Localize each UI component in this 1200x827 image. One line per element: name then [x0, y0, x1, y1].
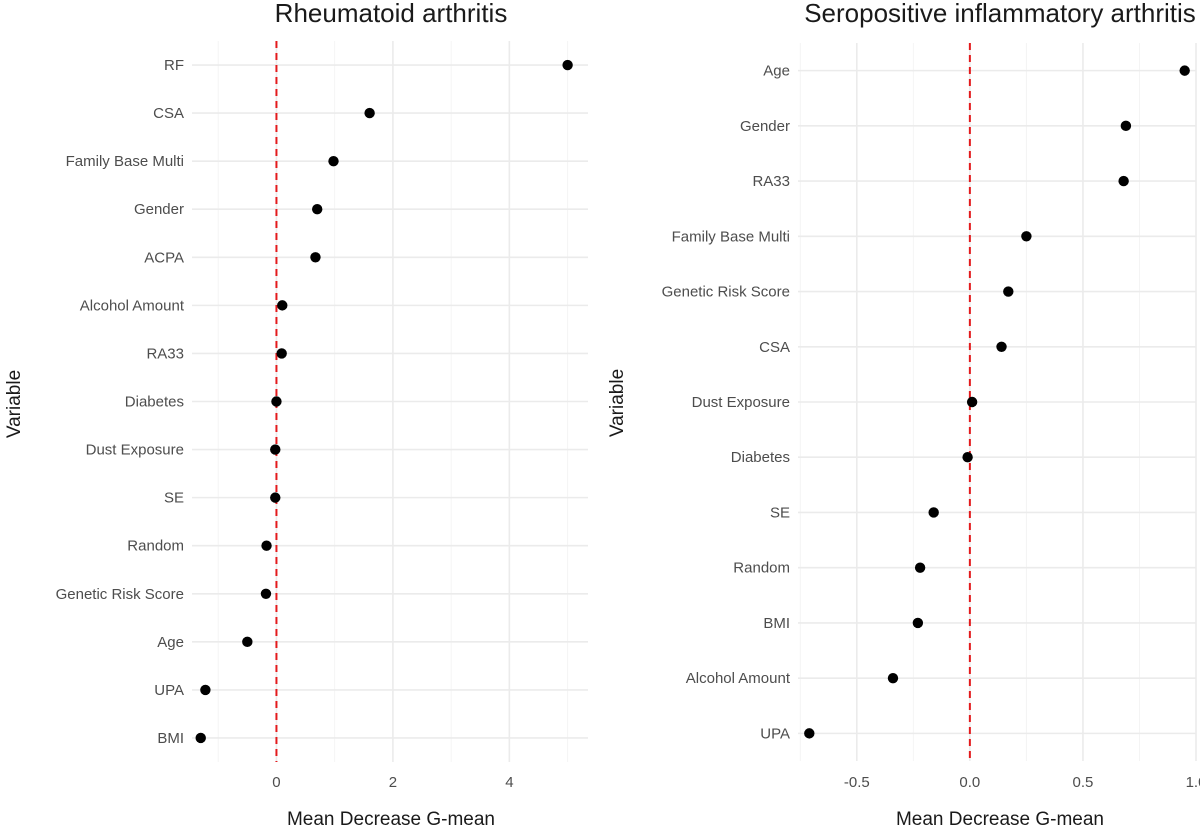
point-genetic-risk-score	[1003, 286, 1014, 297]
category-label-ra33: RA33	[752, 173, 790, 190]
category-label-csa: CSA	[153, 105, 184, 122]
category-label-rf: RF	[164, 57, 184, 74]
category-label-diabetes: Diabetes	[125, 394, 184, 411]
category-label-se: SE	[164, 490, 184, 507]
panel-rheumatoid-arthritis: Rheumatoid arthritis Mean Decrease G-mea…	[4, 0, 588, 827]
point-genetic-risk-score	[260, 588, 272, 599]
point-csa	[364, 107, 375, 119]
category-label-diabetes: Diabetes	[731, 449, 790, 466]
point-ra33	[1118, 175, 1129, 187]
point-upa	[804, 728, 815, 739]
category-label-dust-exposure: Dust Exposure	[692, 394, 790, 411]
category-label-gender: Gender	[740, 118, 790, 135]
point-age	[1179, 65, 1190, 76]
category-label-genetic-risk-score: Genetic Risk Score	[662, 284, 790, 301]
category-label-ra33: RA33	[146, 345, 184, 362]
category-label-alcohol-amount: Alcohol Amount	[686, 670, 791, 687]
point-alcohol-amount	[277, 300, 288, 311]
point-gender	[1120, 120, 1132, 132]
chart-title-seropositive-inflammatory-arthritis: Seropositive inflammatory arthritis	[804, 0, 1196, 28]
category-label-acpa: ACPA	[144, 249, 184, 266]
category-label-upa: UPA	[760, 725, 790, 742]
category-label-family-base-multi: Family Base Multi	[66, 153, 184, 170]
points-rheumatoid-arthritis	[195, 59, 573, 744]
point-alcohol-amount	[887, 672, 899, 684]
category-label-genetic-risk-score: Genetic Risk Score	[56, 586, 184, 603]
category-label-age: Age	[763, 63, 790, 80]
point-dust-exposure	[270, 444, 281, 455]
category-label-upa: UPA	[154, 682, 184, 699]
point-random	[914, 562, 926, 573]
x-tick-label: 4	[505, 774, 513, 791]
point-upa	[200, 684, 211, 696]
x-tick-labels-seropositive-inflammatory-arthritis: -0.5 0.0 0.5 1.0	[844, 774, 1200, 791]
category-label-se: SE	[770, 504, 790, 521]
point-family-base-multi	[328, 155, 339, 167]
gridlines-seropositive-inflammatory-arthritis	[798, 43, 1197, 761]
x-tick-label: 0.5	[1073, 774, 1094, 791]
point-se	[270, 492, 281, 503]
point-rf	[562, 59, 573, 71]
point-bmi	[912, 617, 924, 629]
point-gender	[312, 204, 323, 215]
point-family-base-multi	[1021, 231, 1032, 242]
y-axis-title-rheumatoid-arthritis: Variable	[4, 370, 25, 438]
category-label-dust-exposure: Dust Exposure	[86, 442, 184, 459]
x-tick-label: 0.0	[959, 774, 980, 791]
x-tick-labels-rheumatoid-arthritis: 0 2 4	[272, 774, 513, 791]
chart-title-rheumatoid-arthritis: Rheumatoid arthritis	[275, 0, 508, 28]
gridlines-rheumatoid-arthritis	[192, 41, 588, 762]
point-acpa	[310, 252, 321, 263]
x-axis-title-rheumatoid-arthritis: Mean Decrease G-mean	[287, 809, 495, 827]
point-random	[261, 540, 272, 551]
category-labels-rheumatoid-arthritis: RF CSA Family Base Multi Gender ACPA Alcohol …	[56, 57, 185, 747]
y-axis-title-seropositive-inflammatory-arthritis: Variable	[607, 369, 628, 437]
category-label-family-base-multi: Family Base Multi	[672, 228, 790, 245]
point-diabetes	[271, 396, 282, 407]
point-csa	[996, 341, 1007, 352]
point-ra33	[276, 348, 287, 359]
x-tick-label: -0.5	[844, 774, 870, 791]
x-axis-title-seropositive-inflammatory-arthritis: Mean Decrease G-mean	[896, 809, 1104, 827]
x-tick-label: 1.0	[1186, 774, 1200, 791]
point-dust-exposure	[966, 396, 978, 408]
points-seropositive-inflammatory-arthritis	[804, 65, 1190, 739]
point-age	[242, 636, 253, 648]
category-label-gender: Gender	[134, 201, 184, 218]
point-se	[928, 507, 939, 518]
category-label-csa: CSA	[759, 339, 790, 356]
category-label-bmi: BMI	[157, 730, 184, 747]
category-label-bmi: BMI	[763, 615, 790, 632]
category-label-age: Age	[157, 634, 184, 651]
x-tick-label: 0	[272, 774, 280, 791]
point-diabetes	[962, 452, 973, 463]
category-label-random: Random	[127, 538, 184, 555]
category-label-alcohol-amount: Alcohol Amount	[80, 297, 185, 314]
x-tick-label: 2	[389, 774, 397, 791]
panel-seropositive-inflammatory-arthritis: Seropositive inflammatory arthritis Mean…	[607, 0, 1200, 827]
category-labels-seropositive-inflammatory-arthritis: Age Gender RA33 Family Base Multi Genetic Ri…	[662, 63, 791, 743]
point-bmi	[195, 732, 206, 744]
category-label-random: Random	[733, 560, 790, 577]
